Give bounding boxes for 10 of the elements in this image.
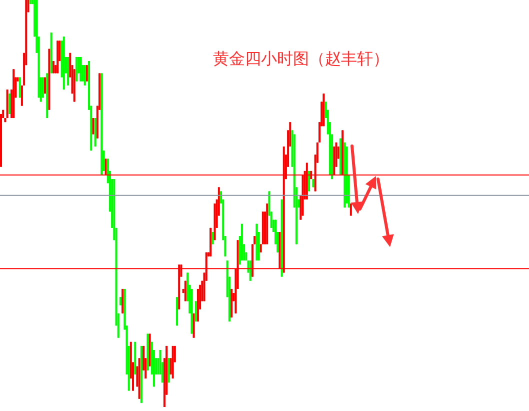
candlestick — [194, 300, 197, 322]
candlestick — [8, 93, 10, 114]
candlestick — [20, 84, 23, 106]
candlestick — [86, 64, 88, 82]
candlestick — [92, 118, 94, 135]
candlestick — [350, 203, 352, 216]
candlestick — [84, 64, 86, 86]
candlestick — [249, 260, 252, 282]
candlestick — [52, 60, 54, 74]
text: 黄金四小时图（赵丰轩） — [213, 49, 389, 70]
